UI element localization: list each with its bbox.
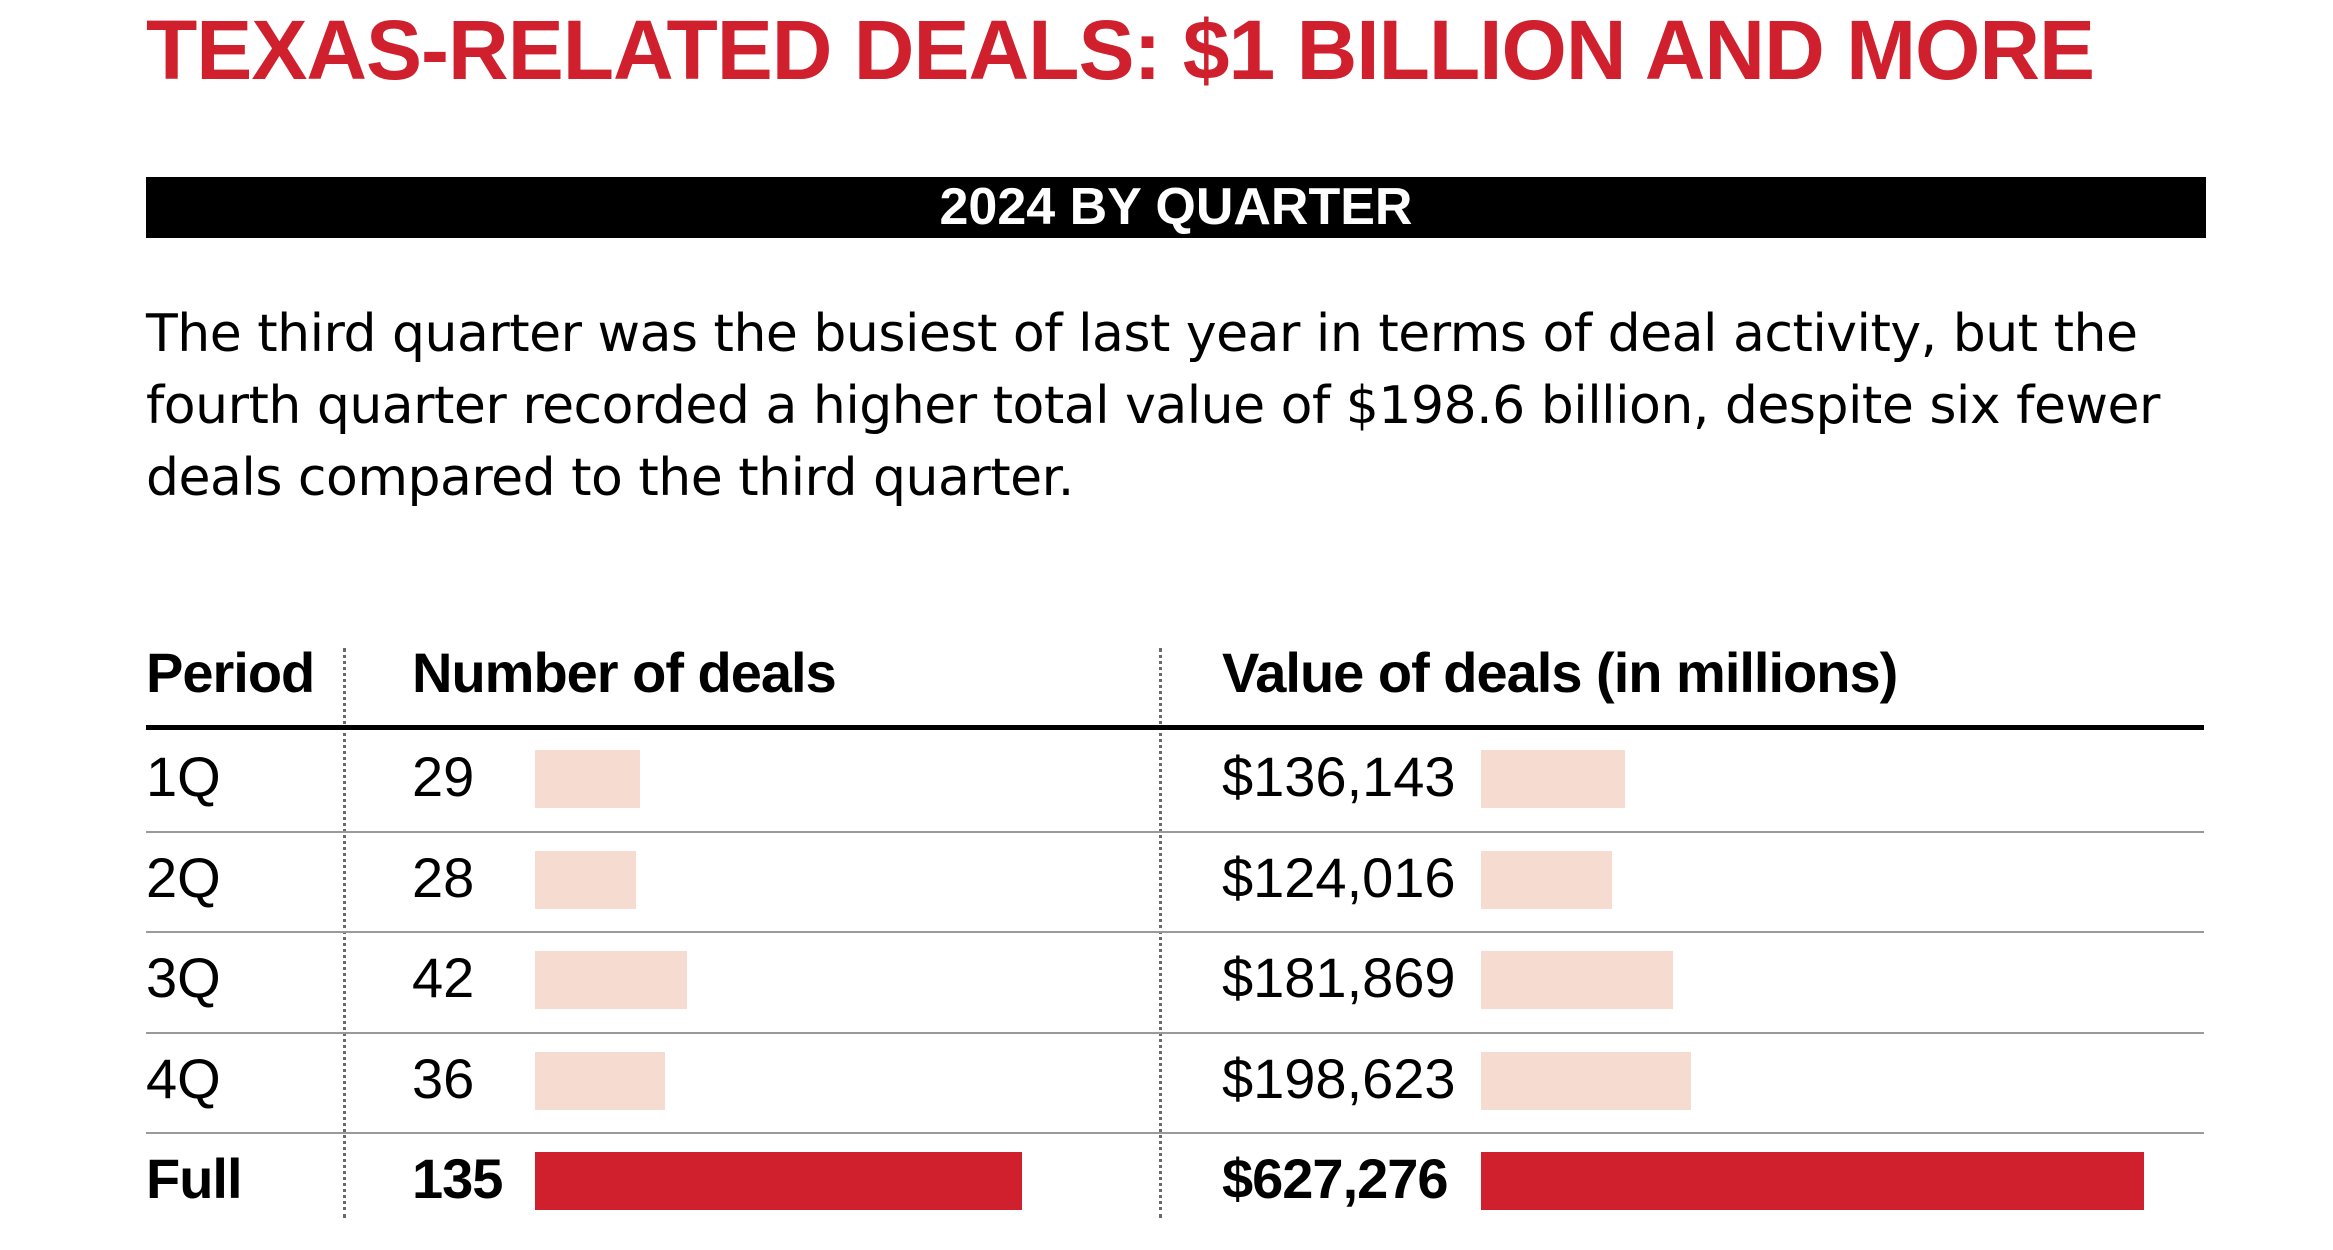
column-divider-deals xyxy=(1159,648,1162,1218)
period-label: Full xyxy=(146,1147,243,1210)
deals-count-label: 29 xyxy=(412,745,475,808)
row-divider xyxy=(146,931,2204,933)
header-rule xyxy=(146,725,2204,730)
deals-count-label: 36 xyxy=(412,1046,475,1110)
deals-value-bar xyxy=(1481,1152,2144,1210)
row-divider xyxy=(146,1132,2204,1134)
row-divider xyxy=(146,1032,2204,1034)
subtitle-bar: 2024 BY QUARTER xyxy=(146,177,2206,238)
chart-description: The third quarter was the busiest of las… xyxy=(146,304,2160,508)
column-header-period: Period xyxy=(146,641,315,704)
row-divider xyxy=(146,831,2204,833)
period-label: 2Q xyxy=(146,845,221,909)
deals-count-bar xyxy=(535,750,640,808)
deals-value-label: $198,623 xyxy=(1222,1046,1456,1110)
deals-count-bar xyxy=(535,1152,1022,1210)
deals-count-bar xyxy=(535,951,687,1009)
deals-value-bar xyxy=(1481,750,1625,808)
deals-value-label: $124,016 xyxy=(1222,845,1456,909)
deals-value-bar xyxy=(1481,1051,1691,1110)
column-header-deals: Number of deals xyxy=(412,641,837,704)
deals-count-bar xyxy=(535,1051,665,1110)
deals-count-bar xyxy=(535,850,636,909)
deals-count-label: 42 xyxy=(412,946,475,1009)
chart-title: TEXAS-RELATED DEALS: $1 BILLION AND MORE xyxy=(146,3,2095,97)
period-label: 1Q xyxy=(146,745,221,808)
deals-count-label: 135 xyxy=(412,1147,503,1210)
period-label: 4Q xyxy=(146,1046,221,1110)
period-label: 3Q xyxy=(146,946,221,1009)
deals-count-label: 28 xyxy=(412,845,475,909)
deals-value-label: $181,869 xyxy=(1222,946,1456,1009)
deals-value-bar xyxy=(1481,850,1612,909)
deals-value-bar xyxy=(1481,951,1673,1009)
deals-value-label: $136,143 xyxy=(1222,745,1456,808)
column-header-value: Value of deals (in millions) xyxy=(1222,641,1898,704)
deals-value-label: $627,276 xyxy=(1222,1147,1449,1210)
column-divider-period xyxy=(343,648,346,1218)
